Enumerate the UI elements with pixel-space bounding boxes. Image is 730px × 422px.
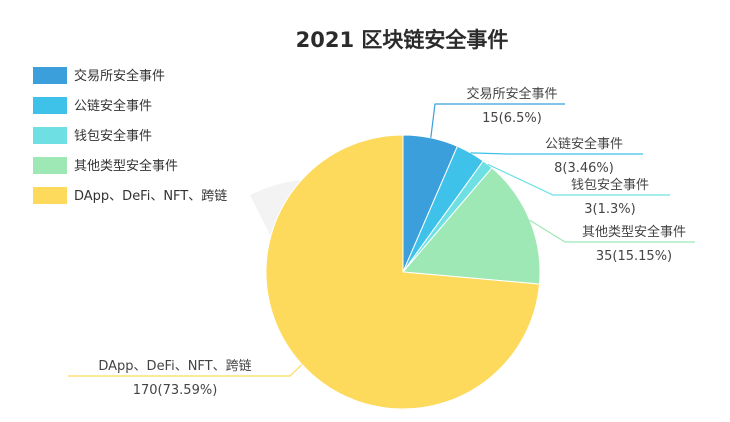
callout-value-1: 15(6.5%) (482, 111, 542, 126)
callout-name-1: 交易所安全事件 (466, 86, 557, 102)
legend-label-4: 其他类型安全事件 (74, 158, 178, 174)
legend-swatch-3 (33, 127, 67, 144)
legend-swatch-2 (33, 97, 67, 114)
legend-label-2: 公链安全事件 (74, 98, 152, 114)
callout-line-4 (529, 219, 695, 243)
callout-line-3 (487, 163, 670, 196)
callout-line-1 (430, 103, 565, 138)
pie-slices (265, 134, 541, 410)
callout-name-3: 钱包安全事件 (571, 177, 649, 193)
callout-name-4: 其他类型安全事件 (582, 224, 686, 240)
callout-value-2: 8(3.46%) (554, 161, 614, 176)
legend-label-3: 钱包安全事件 (74, 128, 152, 144)
callout-value-4: 35(15.15%) (596, 249, 672, 264)
legend-label-5: DApp、DeFi、NFT、跨链 (74, 189, 227, 204)
slice-callouts: 交易所安全事件15(6.5%)公链安全事件8(3.46%)钱包安全事件3(1.3… (68, 86, 695, 398)
legend-label-1: 交易所安全事件 (74, 68, 165, 84)
callout-value-5: 170(73.59%) (133, 383, 218, 398)
legend-swatch-4 (33, 157, 67, 174)
callout-name-2: 公链安全事件 (545, 136, 623, 152)
chart-title: 2021 区块链安全事件 (296, 28, 509, 52)
callout-name-5: DApp、DeFi、NFT、跨链 (98, 359, 251, 374)
callout-line-2 (470, 152, 643, 155)
callout-value-3: 3(1.3%) (584, 202, 635, 217)
legend-swatch-1 (33, 67, 67, 84)
callout-line-5 (68, 364, 303, 377)
pie-slice-5 (265, 134, 541, 410)
legend-swatch-5 (33, 187, 67, 204)
watermark (250, 180, 300, 245)
